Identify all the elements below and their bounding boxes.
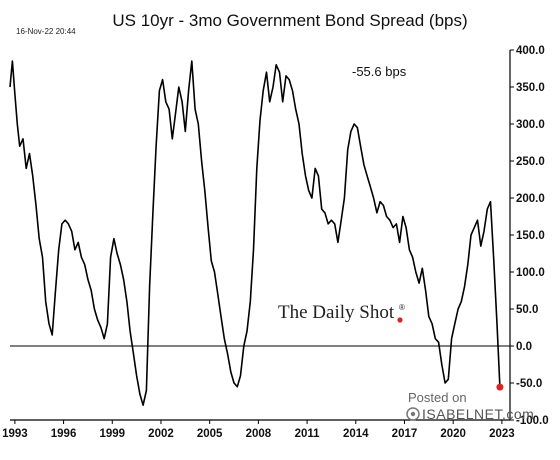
x-tick-label: 2002 xyxy=(148,428,174,440)
y-tick-label: 100.0 xyxy=(516,267,545,279)
y-tick-label: 350.0 xyxy=(516,82,545,94)
x-tick-label: 2014 xyxy=(343,428,369,440)
isabelnet-text: ISABELNET.com xyxy=(422,406,534,422)
y-tick-label: 50.0 xyxy=(516,304,538,316)
isabelnet-watermark: Posted on ISABELNET.com xyxy=(406,390,534,422)
y-tick-label: 400.0 xyxy=(516,45,545,57)
isabelnet-logo-core-icon xyxy=(410,411,416,417)
registered-mark: ® xyxy=(399,303,405,312)
chart-title: US 10yr - 3mo Government Bond Spread (bp… xyxy=(112,11,467,30)
posted-on-text: Posted on xyxy=(408,390,467,405)
daily-shot-text: The Daily Shot xyxy=(278,302,395,323)
daily-shot-logo: The Daily Shot ® xyxy=(278,302,405,323)
x-tick-label: 2023 xyxy=(489,428,515,440)
y-tick-label: 250.0 xyxy=(516,156,545,168)
logo-dot xyxy=(397,317,403,323)
x-tick-label: 2017 xyxy=(392,428,418,440)
x-tick-label: 2020 xyxy=(440,428,466,440)
y-tick-label: 200.0 xyxy=(516,193,545,205)
timestamp: 16-Nov-22 20:44 xyxy=(16,27,76,36)
x-tick-label: 1996 xyxy=(51,428,77,440)
x-tick-label: 2008 xyxy=(246,428,272,440)
y-axis-ticks: 400.0 350.0 300.0 250.0 200.0 150.0 100.0 50.0 0… xyxy=(510,45,549,427)
latest-value-point xyxy=(496,383,504,391)
series-line xyxy=(9,60,501,406)
x-tick-label: 1993 xyxy=(2,428,28,440)
y-tick-label: 0.0 xyxy=(516,341,532,353)
x-tick-label: 2011 xyxy=(295,428,321,440)
x-tick-label: 2005 xyxy=(197,428,223,440)
y-tick-label: 300.0 xyxy=(516,119,545,131)
latest-value-label: -55.6 bps xyxy=(352,64,407,79)
y-tick-label: -50.0 xyxy=(516,378,542,390)
x-axis-ticks: 1993 1996 1999 2002 2005 2008 2011 2014 2017 2020… xyxy=(2,420,515,440)
isabelnet-logo-icon xyxy=(406,407,420,421)
y-tick-label: 150.0 xyxy=(516,230,545,242)
x-tick-label: 1999 xyxy=(99,428,125,440)
y-tick-label: -100.0 xyxy=(516,415,549,427)
